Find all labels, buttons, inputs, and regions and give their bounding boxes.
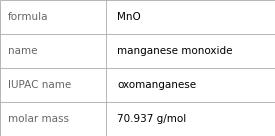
Text: 70.937 g/mol: 70.937 g/mol xyxy=(117,114,186,124)
Text: name: name xyxy=(8,46,38,56)
Text: manganese monoxide: manganese monoxide xyxy=(117,46,232,56)
Text: oxomanganese: oxomanganese xyxy=(117,80,196,90)
Text: formula: formula xyxy=(8,12,49,22)
Text: molar mass: molar mass xyxy=(8,114,69,124)
Text: MnO: MnO xyxy=(117,12,141,22)
Text: IUPAC name: IUPAC name xyxy=(8,80,72,90)
